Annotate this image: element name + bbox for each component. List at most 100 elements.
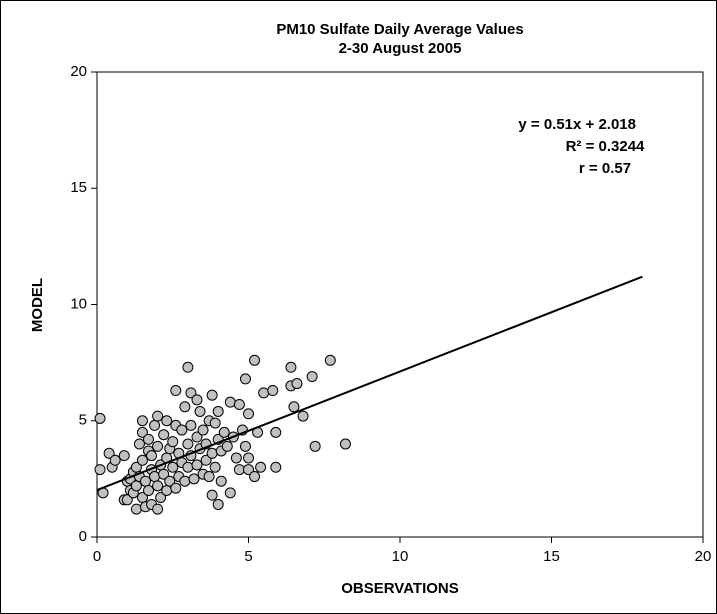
point [143, 485, 155, 496]
point [130, 480, 142, 492]
point [209, 461, 221, 473]
trendline [96, 275, 643, 492]
chart-title: PM10 Sulfate Daily Average Values [276, 21, 523, 38]
point [152, 503, 164, 515]
point [270, 426, 282, 438]
point [149, 419, 161, 431]
y-tick-label: 10 [70, 295, 87, 312]
point [249, 471, 261, 483]
annotation: R² = 0.3244 [566, 138, 645, 155]
point [297, 410, 309, 422]
point [243, 464, 254, 476]
y-tick-label: 0 [79, 528, 87, 545]
y-axis-label: MODEL [29, 278, 46, 332]
x-tick-label: 0 [93, 548, 101, 565]
point [139, 475, 151, 487]
point [291, 378, 303, 390]
point [206, 389, 218, 401]
point [233, 398, 245, 410]
point [309, 440, 321, 452]
point [206, 447, 218, 459]
point [306, 371, 318, 383]
point [212, 498, 224, 510]
point [152, 480, 164, 492]
point [109, 454, 121, 466]
point [267, 385, 279, 397]
point [243, 452, 254, 464]
point [179, 475, 191, 487]
x-tick-label: 15 [543, 548, 560, 565]
point [191, 394, 203, 406]
point [167, 436, 179, 448]
point [182, 461, 194, 473]
point [94, 412, 106, 424]
point [155, 491, 167, 503]
chart-subtitle: 2-30 August 2005 [339, 40, 462, 57]
point [194, 405, 206, 417]
point [197, 424, 209, 436]
point [182, 438, 194, 450]
point [185, 387, 197, 399]
point [206, 489, 218, 501]
point [188, 473, 200, 485]
point [203, 471, 215, 483]
point [243, 408, 254, 420]
point [167, 461, 179, 473]
point [161, 415, 173, 427]
point [191, 431, 203, 443]
point [179, 401, 191, 413]
x-tick-label: 20 [695, 548, 712, 565]
point [133, 438, 145, 450]
point [143, 433, 155, 445]
point [270, 461, 282, 473]
point [136, 415, 148, 427]
point [130, 503, 142, 515]
x-axis-label: OBSERVATIONS [341, 580, 459, 597]
point [158, 429, 170, 441]
point [230, 452, 242, 464]
y-tick-label: 5 [79, 412, 87, 429]
point [136, 426, 148, 438]
point [161, 485, 173, 496]
point [164, 475, 176, 487]
point [158, 468, 170, 480]
point [233, 464, 245, 476]
x-tick-label: 10 [392, 548, 409, 565]
x-tick-label: 5 [244, 548, 252, 565]
point [118, 450, 130, 462]
point [200, 454, 212, 466]
point [221, 440, 233, 452]
point [170, 385, 182, 397]
point [218, 426, 230, 438]
point [224, 487, 236, 499]
point [152, 440, 164, 452]
point [224, 396, 236, 408]
point [255, 461, 267, 473]
y-tick-label: 15 [70, 179, 87, 196]
point [212, 405, 224, 417]
point [136, 454, 148, 466]
point [176, 424, 188, 436]
point [185, 419, 197, 431]
point [191, 459, 203, 471]
annotation: y = 0.51x + 2.018 [518, 116, 636, 133]
point [215, 475, 227, 487]
point [170, 482, 182, 494]
point [288, 401, 300, 413]
point [239, 440, 251, 452]
point [258, 387, 270, 399]
point [339, 438, 351, 450]
annotation: r = 0.57 [579, 160, 631, 177]
point [149, 471, 161, 483]
point [249, 354, 261, 366]
y-tick-label: 20 [70, 63, 87, 80]
point [103, 447, 115, 459]
point [182, 361, 194, 373]
point [152, 410, 164, 422]
point [209, 417, 221, 429]
point [324, 354, 336, 366]
point [94, 464, 106, 476]
point [239, 373, 251, 385]
